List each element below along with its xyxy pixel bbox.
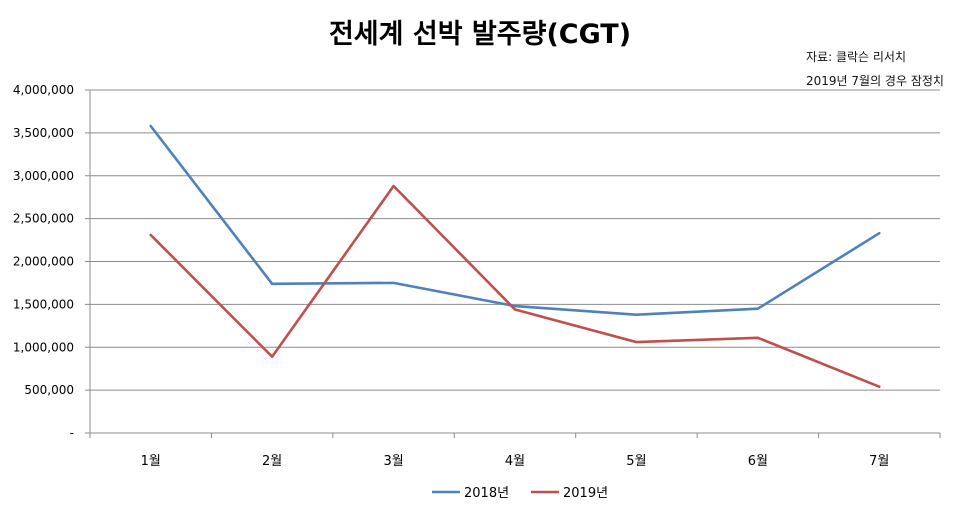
series-line-2018년 [149,124,881,317]
legend-label: 2018년 [464,486,509,501]
legend: 2018년 2019년 [432,486,608,501]
x-tick-label: 6월 [748,454,768,469]
y-tick-label: - [70,426,74,440]
y-tick-label: 2,000,000 [13,255,74,269]
y-tick-label: 4,000,000 [13,83,74,97]
series-line-2019년 [149,184,881,389]
legend-label: 2019년 [563,486,608,501]
x-tick-label: 3월 [383,454,403,469]
y-tick-label: 2,500,000 [13,212,74,226]
y-tick-label: 1,500,000 [13,297,74,311]
x-axis-ticks: 1월 2월 3월 4월 5월 6월 7월 [141,454,890,469]
provisional-note: 2019년 7월의 경우 잠정치 [806,74,944,88]
series-lines [149,124,881,389]
x-tick-label: 5월 [626,454,646,469]
y-axis-ticks: - 500,000 1,000,000 1,500,000 2,000,000 2,500… [13,83,74,440]
x-tick-label: 4월 [505,454,525,469]
x-tick-label: 1월 [141,454,161,469]
y-tick-label: 3,000,000 [13,169,74,183]
gridlines [90,89,940,391]
x-tick-label: 7월 [869,454,889,469]
source-note: 자료: 클락슨 리서치 [806,50,906,64]
y-tick-label: 3,500,000 [13,126,74,140]
axes [85,89,941,438]
y-tick-label: 500,000 [24,383,74,397]
chart-title: 전세계 선박 발주량(CGT) [328,19,632,50]
y-tick-label: 1,000,000 [13,340,74,354]
x-tick-label: 2월 [262,454,282,469]
